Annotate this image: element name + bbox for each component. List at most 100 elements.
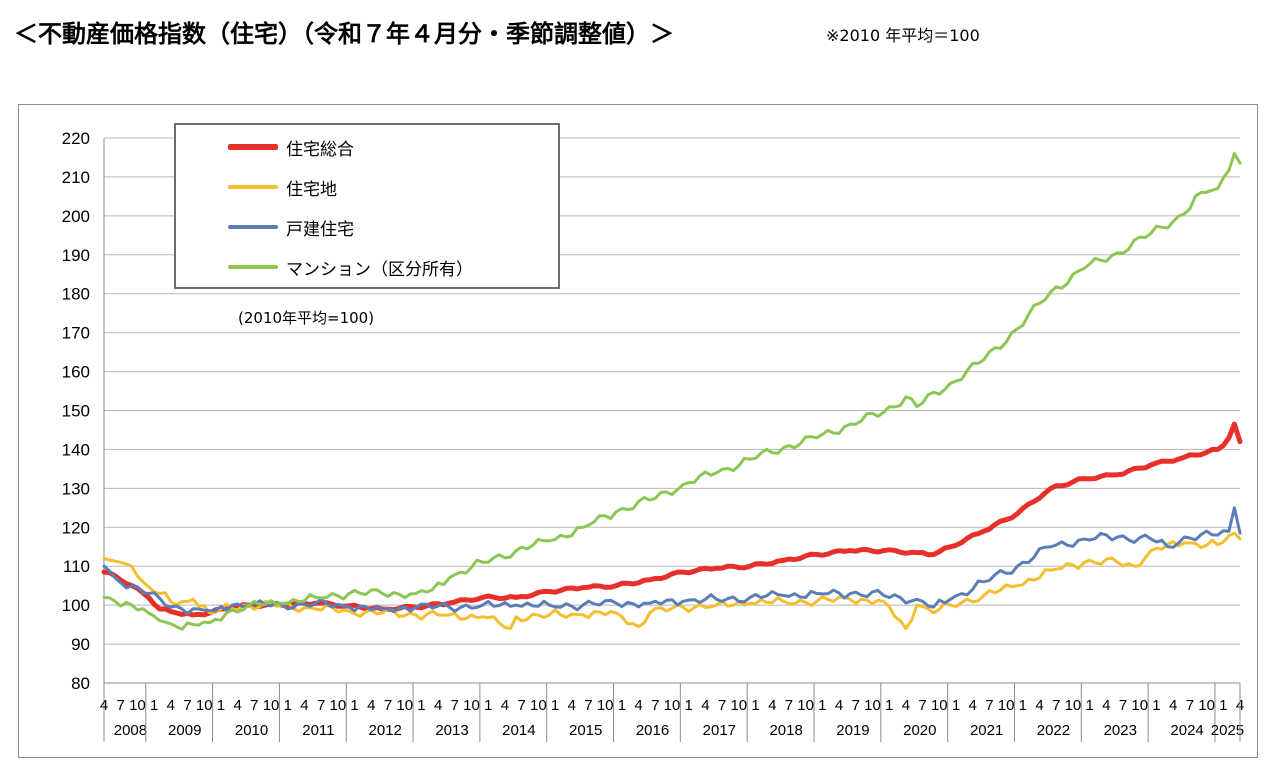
x-tick-label: 7 [317,697,325,714]
chart-frame [18,104,1258,758]
x-tick-label: 1 [417,697,425,714]
legend-item: 住宅地 [228,175,337,200]
legend-label: 戸建住宅 [286,219,354,240]
x-tick-label: 1 [618,697,626,714]
series-line [101,421,1243,618]
legend-swatch [228,225,278,229]
x-tick-label: 10 [931,697,948,714]
x-tick-label: 4 [835,697,843,714]
y-tick-label: 140 [62,440,90,459]
x-tick-label: 4 [902,697,910,714]
x-tick-label: 10 [998,697,1015,714]
x-tick-label: 7 [451,697,459,714]
page-note: ※2010 年平均＝100 [826,26,980,45]
legend-label: マンション（区分所有） [286,259,473,280]
y-tick-label: 160 [62,363,90,382]
x-axis: 4 7 10 1 4 7 10 1 4 7 10 1 4 7 10 1 4 7 10 1 4 7 10 1 4 7 10 1 4 7 10 1… [100,682,1244,742]
year-label: 2016 [636,722,669,739]
y-tick-label: 180 [62,285,90,304]
x-tick-label: 1 [685,697,693,714]
x-tick-label: 10 [196,697,213,714]
x-tick-label: 10 [597,697,614,714]
y-axis: 80 90 100 110 120 130 140 150 160 170 180 190 200 210… [62,129,105,742]
year-label: 2020 [903,722,936,739]
year-label: 2023 [1104,722,1137,739]
y-tick-label: 220 [62,129,90,148]
x-tick-label: 4 [1169,697,1177,714]
x-tick-label: 7 [384,697,392,714]
year-label: 2011 [302,722,334,739]
series-line [102,506,1242,616]
x-tick-label: 10 [797,697,814,714]
x-tick-label: 10 [530,697,547,714]
x-tick-label: 1 [551,697,559,714]
legend-item: 住宅総合 [228,135,354,160]
legend-label: 住宅地 [286,179,337,200]
y-tick-label: 150 [62,402,90,421]
year-label: 2021 [970,722,1003,739]
series-line [102,531,1242,630]
y-tick-label: 170 [62,324,90,343]
x-tick-label: 7 [918,697,926,714]
year-label: 2010 [235,722,268,739]
y-tick-label: 100 [62,596,90,615]
year-label: 2018 [769,722,802,739]
x-tick-label: 1 [350,697,358,714]
x-tick-label: 10 [1131,697,1148,714]
x-tick-label: 7 [651,697,659,714]
legend-item: 戸建住宅 [228,215,354,240]
x-tick-label: 1 [217,697,225,714]
x-tick-label: 7 [183,697,191,714]
x-tick-label: 10 [129,697,146,714]
x-tick-label: 4 [100,697,108,714]
legend-swatch [228,185,278,189]
y-tick-label: 90 [71,635,90,654]
x-tick-label: 7 [1186,697,1194,714]
series-line [102,152,1242,631]
legend-swatch [228,265,278,269]
x-tick-label: 1 [952,697,960,714]
y-tick-label: 120 [62,518,90,537]
x-tick-label: 4 [969,697,977,714]
year-label: 2009 [168,722,201,739]
legend-label: 住宅総合 [286,139,354,160]
year-label: 2017 [703,722,736,739]
x-tick-label: 1 [1085,697,1093,714]
x-tick-label: 4 [1102,697,1110,714]
x-tick-label: 4 [367,697,375,714]
x-tick-label: 1 [1019,697,1027,714]
legend-item: マンション（区分所有） [228,255,473,280]
x-tick-label: 7 [785,697,793,714]
x-tick-label: 4 [1035,697,1043,714]
x-tick-label: 7 [852,697,860,714]
x-tick-label: 7 [1119,697,1127,714]
x-tick-label: 10 [463,697,480,714]
y-tick-label: 200 [62,207,90,226]
year-label: 2012 [369,722,402,739]
x-tick-label: 4 [568,697,576,714]
x-tick-label: 7 [718,697,726,714]
year-label: 2014 [502,722,535,739]
x-tick-label: 10 [396,697,413,714]
x-tick-label: 1 [1152,697,1160,714]
x-tick-label: 7 [1052,697,1060,714]
x-tick-label: 1 [1219,697,1227,714]
x-tick-label: 1 [751,697,759,714]
x-tick-label: 4 [701,697,709,714]
x-tick-label: 10 [1065,697,1082,714]
year-label: 2019 [836,722,869,739]
x-tick-label: 4 [300,697,308,714]
x-tick-label: 4 [634,697,642,714]
x-tick-label: 7 [985,697,993,714]
page-title: ＜不動産価格指数（住宅）（令和７年４月分・季節調整値）＞ [14,20,674,48]
year-label: 2025 [1211,722,1244,739]
x-tick-label: 10 [664,697,681,714]
year-label: 2008 [114,722,147,739]
x-tick-label: 4 [501,697,509,714]
x-tick-label: 10 [730,697,747,714]
x-tick-label: 7 [584,697,592,714]
x-tick-label: 4 [233,697,241,714]
legend: 住宅総合住宅地戸建住宅マンション（区分所有） [174,123,560,289]
x-tick-label: 1 [484,697,492,714]
